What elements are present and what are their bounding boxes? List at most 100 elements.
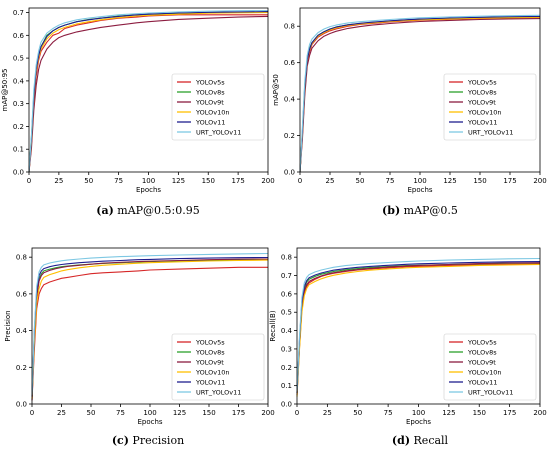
legend-label: YOLOv10n (195, 369, 229, 377)
y-tick-label: 0.5 (281, 309, 292, 317)
x-tick-label: 200 (261, 409, 274, 417)
x-tick-label: 50 (87, 409, 96, 417)
x-tick-label: 25 (54, 177, 63, 185)
y-tick-label: 0.6 (13, 32, 25, 40)
legend-label: URT_YOLOv11 (196, 129, 241, 137)
y-tick-label: 0.1 (281, 382, 292, 390)
y-axis-label: mAP@50:95 (1, 68, 9, 111)
series-line-yolov9t (296, 262, 541, 395)
legend-label: YOLOv8s (467, 349, 497, 357)
x-tick-label: 100 (412, 409, 425, 417)
series-line-yolov9t (31, 258, 269, 401)
legend-box (171, 73, 265, 141)
y-axis-label: Recall(B) (269, 310, 277, 341)
x-tick-label: 150 (473, 177, 486, 185)
legend-label: YOLOv11 (467, 379, 497, 387)
series-line-yolov10n (296, 263, 541, 397)
legend-box (171, 333, 265, 401)
legend-label: YOLOv8s (467, 89, 497, 97)
series-line-yolov11 (31, 256, 269, 397)
series-line-urt-yolov11 (31, 252, 269, 395)
x-tick-label: 50 (84, 177, 93, 185)
x-tick-label: 200 (533, 177, 546, 185)
x-tick-label: 175 (503, 409, 516, 417)
series-line-yolov10n (31, 259, 269, 399)
legend-label: YOLOv9t (195, 99, 224, 107)
series-line-yolov5s (31, 266, 268, 401)
x-tick-label: 25 (57, 409, 66, 417)
x-tick-label: 0 (298, 177, 302, 185)
legend: YOLOv5s YOLOv8s YOLOv9t YOLOv10n YOLOv11 URT_… (171, 333, 265, 401)
x-tick-label: 125 (172, 177, 185, 185)
x-tick-label: 150 (473, 409, 486, 417)
x-tick-label: 0 (295, 409, 299, 417)
caption-letter: (d) (392, 434, 410, 447)
legend-label: YOLOv5s (195, 339, 225, 347)
caption-letter: (b) (382, 204, 400, 217)
legend: YOLOv5s YOLOv8s YOLOv9t YOLOv10n YOLOv11 URT_… (443, 333, 537, 401)
series-line-yolov11 (28, 11, 269, 173)
y-tick-label: 0.0 (13, 169, 24, 177)
panel-caption: (a) mAP@0.5:0.95 (96, 204, 200, 217)
legend-label: YOLOv9t (195, 359, 224, 367)
y-tick-label: 0.8 (284, 23, 295, 31)
y-tick-label: 0.2 (281, 364, 292, 372)
legend-label: YOLOv11 (467, 119, 497, 127)
x-tick-label: 125 (443, 177, 456, 185)
x-axis-label: Epochs (406, 418, 431, 426)
y-tick-label: 0.2 (13, 123, 24, 131)
x-tick-label: 150 (202, 409, 215, 417)
legend-label: YOLOv10n (195, 109, 229, 117)
y-tick-label: 0.6 (16, 290, 28, 298)
series-line-yolov5s (28, 14, 268, 173)
y-tick-label: 0.2 (284, 132, 295, 140)
legend-label: URT_YOLOv11 (468, 389, 513, 397)
legend-label: URT_YOLOv11 (196, 389, 241, 397)
y-tick-label: 0.7 (281, 272, 292, 280)
series-line-yolov11 (296, 261, 541, 394)
series-line-urt-yolov11 (28, 9, 269, 173)
x-tick-label: 200 (261, 177, 274, 185)
y-tick-label: 0.0 (284, 169, 295, 177)
series-line-yolov9t (28, 15, 269, 173)
x-tick-label: 125 (173, 409, 186, 417)
x-tick-label: 175 (232, 409, 245, 417)
x-tick-label: 175 (503, 177, 516, 185)
legend-label: YOLOv5s (195, 79, 225, 87)
x-tick-label: 200 (533, 409, 546, 417)
series-line-urt-yolov11 (299, 14, 541, 173)
legend-label: YOLOv5s (467, 79, 497, 87)
legend-label: YOLOv10n (467, 109, 501, 117)
y-tick-label: 0.0 (281, 401, 292, 409)
x-tick-label: 0 (30, 409, 34, 417)
y-axis-label: mAP@50 (272, 74, 280, 106)
y-tick-label: 0.5 (13, 55, 24, 63)
legend: YOLOv5s YOLOv8s YOLOv9t YOLOv10n YOLOv11 URT_… (171, 73, 265, 141)
chart-panel-2: 0 25 50 75 100 125 150 175 200 0.0 0.2 0.4 0.6 0.8 Epo… (272, 7, 547, 217)
legend-box (443, 73, 537, 141)
legend-label: URT_YOLOv11 (468, 129, 513, 137)
series-line-yolov11 (299, 15, 541, 173)
x-tick-label: 125 (442, 409, 455, 417)
y-tick-label: 0.6 (284, 59, 296, 67)
x-tick-label: 175 (231, 177, 244, 185)
caption-letter: (a) (96, 204, 114, 217)
caption-text: mAP@0.5:0.95 (114, 204, 200, 217)
legend-label: YOLOv8s (195, 349, 225, 357)
y-tick-label: 0.0 (16, 401, 27, 409)
caption-text: Recall (410, 434, 449, 447)
legend-box (443, 333, 537, 401)
x-tick-label: 75 (114, 177, 123, 185)
y-tick-label: 0.3 (281, 345, 292, 353)
panel-caption: (d) Recall (392, 434, 449, 447)
chart-panel-4: 0 25 50 75 100 125 150 175 200 0.0 0.1 0.2 0.3 0.4 0.5… (269, 247, 547, 447)
caption-text: Precision (129, 434, 184, 447)
x-tick-label: 0 (27, 177, 31, 185)
legend-label: YOLOv11 (195, 119, 225, 127)
caption-letter: (c) (112, 434, 129, 447)
y-tick-label: 0.4 (284, 96, 296, 104)
x-tick-label: 150 (202, 177, 215, 185)
x-tick-label: 75 (116, 409, 125, 417)
y-tick-label: 0.8 (281, 254, 292, 262)
y-tick-label: 0.7 (13, 9, 24, 17)
